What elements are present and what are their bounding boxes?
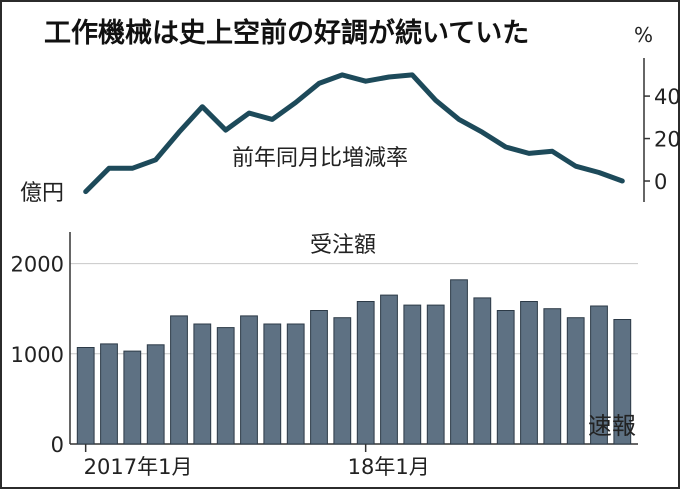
bar-chart-gridlines bbox=[70, 263, 638, 355]
order-amount-bar bbox=[310, 310, 328, 445]
order-amount-bar bbox=[496, 310, 515, 445]
order-amount-bar bbox=[380, 294, 398, 445]
order-amount-bar bbox=[263, 323, 282, 445]
bar-y-tick-label: 1000 bbox=[11, 343, 64, 367]
order-amount-bar bbox=[426, 304, 445, 445]
bar-x-tick-label: 2017年1月 bbox=[84, 455, 193, 479]
amount-unit-label: 億円 bbox=[20, 181, 64, 206]
bar-chart-y-ticks: 2000 1000 0 bbox=[11, 253, 64, 457]
line-chart: 40 20 0 前年同月比増減率 bbox=[83, 58, 680, 202]
order-amount-bar bbox=[473, 297, 492, 445]
order-amount-bar bbox=[216, 327, 235, 445]
order-amount-bar bbox=[613, 319, 632, 445]
order-amount-bar bbox=[240, 315, 258, 445]
order-amount-bar bbox=[170, 315, 188, 445]
order-amount-bar bbox=[566, 317, 585, 445]
bar-chart: 2000 1000 0 2017年1月 18年1月 受注額 速報 bbox=[11, 232, 638, 479]
line-y-tick-label: 40 bbox=[654, 85, 680, 109]
preliminary-note: 速報 bbox=[588, 412, 636, 440]
growth-rate-line bbox=[83, 72, 625, 195]
order-amount-bar bbox=[123, 350, 142, 445]
order-amount-bar bbox=[333, 317, 352, 445]
line-series-label: 前年同月比増減率 bbox=[232, 146, 408, 171]
order-amount-bar bbox=[543, 308, 562, 445]
bar-series-label: 受注額 bbox=[310, 233, 376, 258]
order-amount-bar bbox=[450, 279, 468, 445]
order-amount-bar bbox=[356, 301, 375, 445]
order-amount-bar bbox=[193, 323, 212, 445]
line-y-tick-label: 0 bbox=[654, 170, 667, 194]
order-amount-bar bbox=[286, 323, 305, 445]
bar-x-tick-label: 18年1月 bbox=[348, 455, 430, 479]
line-chart-ticks: 40 20 0 bbox=[644, 85, 680, 194]
title-unit: % bbox=[634, 23, 653, 47]
bar-y-tick-label: 2000 bbox=[11, 253, 64, 277]
order-amount-bar bbox=[403, 304, 422, 445]
bar-chart-x-ticks: 2017年1月 18年1月 bbox=[84, 444, 430, 479]
order-amount-bar bbox=[100, 343, 118, 445]
order-amount-bar bbox=[590, 305, 608, 445]
chart-title: 工作機械は史上空前の好調が続いていた bbox=[44, 17, 529, 49]
order-amount-bar bbox=[520, 301, 538, 445]
line-y-tick-label: 20 bbox=[654, 128, 680, 152]
bar-series bbox=[76, 279, 632, 445]
bar-y-tick-label: 0 bbox=[51, 433, 64, 457]
order-amount-bar bbox=[146, 344, 165, 445]
order-amount-bar bbox=[76, 347, 95, 445]
